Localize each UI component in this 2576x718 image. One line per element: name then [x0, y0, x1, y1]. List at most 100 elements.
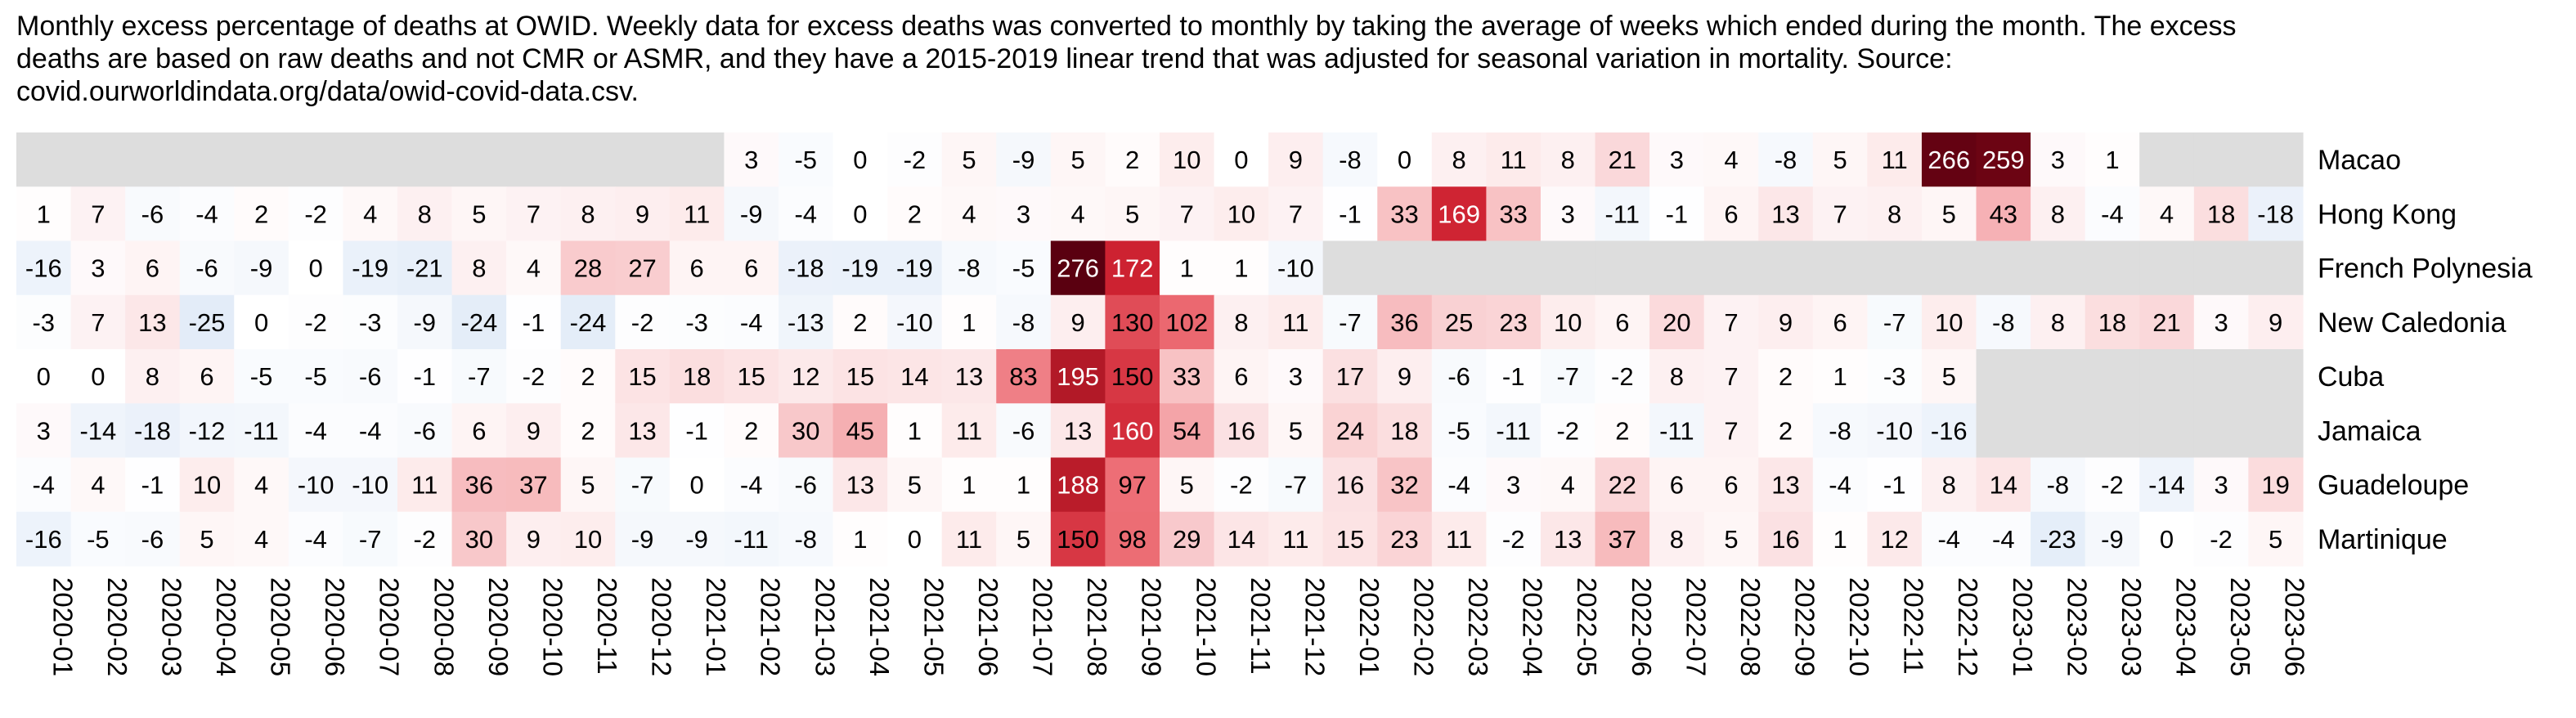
heatmap-cells: 3 -5 0 -2 5 -9 5 2 10 0 9 -8 0 8 11 8 21 3 4 -8 5 11 266 259 3 11… — [16, 132, 2304, 567]
heatmap-cell-label: 21 — [2152, 308, 2180, 337]
heatmap-cell-label: 18 — [2207, 200, 2235, 228]
heatmap-cell — [832, 349, 888, 404]
heatmap-cell — [1921, 294, 1977, 350]
heatmap-cell — [1595, 403, 1650, 459]
heatmap-cell-label: 1 — [962, 471, 976, 500]
heatmap-cell — [506, 511, 562, 567]
heatmap-cell — [1214, 240, 1269, 296]
heatmap-cell-label: 9 — [1779, 308, 1793, 337]
heatmap-cell — [941, 511, 997, 567]
heatmap-cell — [560, 511, 616, 567]
heatmap-cell — [1159, 294, 1215, 350]
heatmap-cell — [996, 186, 1052, 242]
heatmap-cell — [669, 240, 725, 296]
column-label: 2021-08 — [1082, 577, 1112, 676]
heatmap-cell — [832, 457, 888, 513]
heatmap-cell-label: 14 — [1227, 525, 1255, 554]
heatmap-cell-label: 10 — [193, 471, 221, 500]
column-label: 2023-04 — [2171, 577, 2201, 676]
heatmap-cell — [1377, 511, 1433, 567]
heatmap-cell-label: 4 — [1724, 146, 1738, 174]
heatmap-cell — [343, 349, 398, 404]
heatmap-cell — [1758, 457, 1814, 513]
heatmap-cell — [778, 457, 834, 513]
heatmap-cell-label: -4 — [304, 525, 327, 554]
heatmap-cell — [1050, 240, 1106, 296]
heatmap-cell — [1105, 403, 1160, 459]
heatmap-cell-label: -5 — [304, 362, 327, 391]
heatmap-cell-missing — [1921, 240, 1977, 296]
heatmap-cell — [2248, 294, 2304, 350]
heatmap-cell-label: -5 — [87, 525, 110, 554]
heatmap-cell — [941, 240, 997, 296]
heatmap-cell — [234, 457, 289, 513]
heatmap-cell — [506, 240, 562, 296]
heatmap-cell-label: 5 — [1070, 146, 1084, 174]
heatmap-cell — [1377, 403, 1433, 459]
heatmap-cell-label: -3 — [1883, 362, 1906, 391]
heatmap-cell-label: -11 — [1496, 416, 1531, 445]
heatmap-cell-label: -2 — [2210, 525, 2233, 554]
heatmap-cell-label: 33 — [1173, 362, 1200, 391]
heatmap-cell — [1431, 511, 1487, 567]
heatmap-cell — [506, 457, 562, 513]
heatmap-cell — [1377, 294, 1433, 350]
heatmap-cell — [2139, 186, 2195, 242]
heatmap-cell — [288, 403, 344, 459]
heatmap-cell — [615, 403, 671, 459]
heatmap-cell-label: 5 — [472, 200, 486, 228]
heatmap-cell-label: -10 — [1277, 254, 1314, 283]
heatmap-cell-label: 10 — [1227, 200, 1255, 228]
heatmap-cell-label: -9 — [250, 254, 273, 283]
heatmap-cell — [1758, 511, 1814, 567]
heatmap-cell-label: 21 — [1609, 146, 1636, 174]
heatmap-cell — [1268, 349, 1324, 404]
heatmap-cell — [1486, 349, 1542, 404]
heatmap-cell-missing — [2248, 240, 2304, 296]
heatmap-cell-label: 1 — [37, 200, 51, 228]
column-label: 2022-03 — [1463, 577, 1493, 676]
heatmap-cell — [1649, 457, 1705, 513]
heatmap-cell — [724, 511, 779, 567]
heatmap-cell-label: -7 — [1339, 308, 1362, 337]
heatmap-cell-label: 8 — [1452, 146, 1465, 174]
heatmap-cell-missing — [397, 132, 453, 187]
heatmap-cell-label: 13 — [1771, 471, 1799, 500]
chart-title: Monthly excess percentage of deaths at O… — [16, 10, 2535, 108]
heatmap-cell-label: -5 — [250, 362, 273, 391]
heatmap-cell — [1703, 457, 1759, 513]
heatmap-cell-missing — [1322, 240, 1378, 296]
heatmap-cell — [615, 349, 671, 404]
heatmap-cell-label: -11 — [1659, 416, 1694, 445]
heatmap-cell-label: 9 — [635, 200, 649, 228]
heatmap-cell — [179, 240, 235, 296]
heatmap-cell — [1377, 186, 1433, 242]
heatmap-cell-label: 37 — [1609, 525, 1636, 554]
heatmap-cell-label: 33 — [1390, 200, 1418, 228]
heatmap-cell — [179, 403, 235, 459]
heatmap-cell — [451, 294, 507, 350]
heatmap-cell-label: 2 — [1615, 416, 1629, 445]
heatmap-cell — [234, 349, 289, 404]
heatmap-cell — [1649, 132, 1705, 187]
heatmap-cell-label: 2 — [853, 308, 867, 337]
heatmap-cell — [179, 349, 235, 404]
heatmap-cell — [1159, 511, 1215, 567]
heatmap-cell — [1540, 511, 1596, 567]
heatmap-cell — [1268, 294, 1324, 350]
heatmap-cell — [125, 457, 181, 513]
heatmap-cell-label: -24 — [460, 308, 497, 337]
heatmap-cell-label: -13 — [788, 308, 824, 337]
heatmap-cell — [288, 186, 344, 242]
heatmap-cell-label: 1 — [962, 308, 976, 337]
heatmap-cell — [1867, 349, 1923, 404]
heatmap-cell-label: -8 — [1829, 416, 1851, 445]
heatmap-cell-label: 3 — [1670, 146, 1684, 174]
heatmap-cell-label: 266 — [1928, 146, 1970, 174]
heatmap-cell-label: -4 — [195, 200, 218, 228]
heatmap-cell-label: -5 — [794, 146, 817, 174]
heatmap-cell — [1050, 403, 1106, 459]
heatmap-cell-label: -2 — [1502, 525, 1525, 554]
heatmap-cell — [1214, 132, 1269, 187]
heatmap-cell-label: 8 — [2051, 308, 2065, 337]
